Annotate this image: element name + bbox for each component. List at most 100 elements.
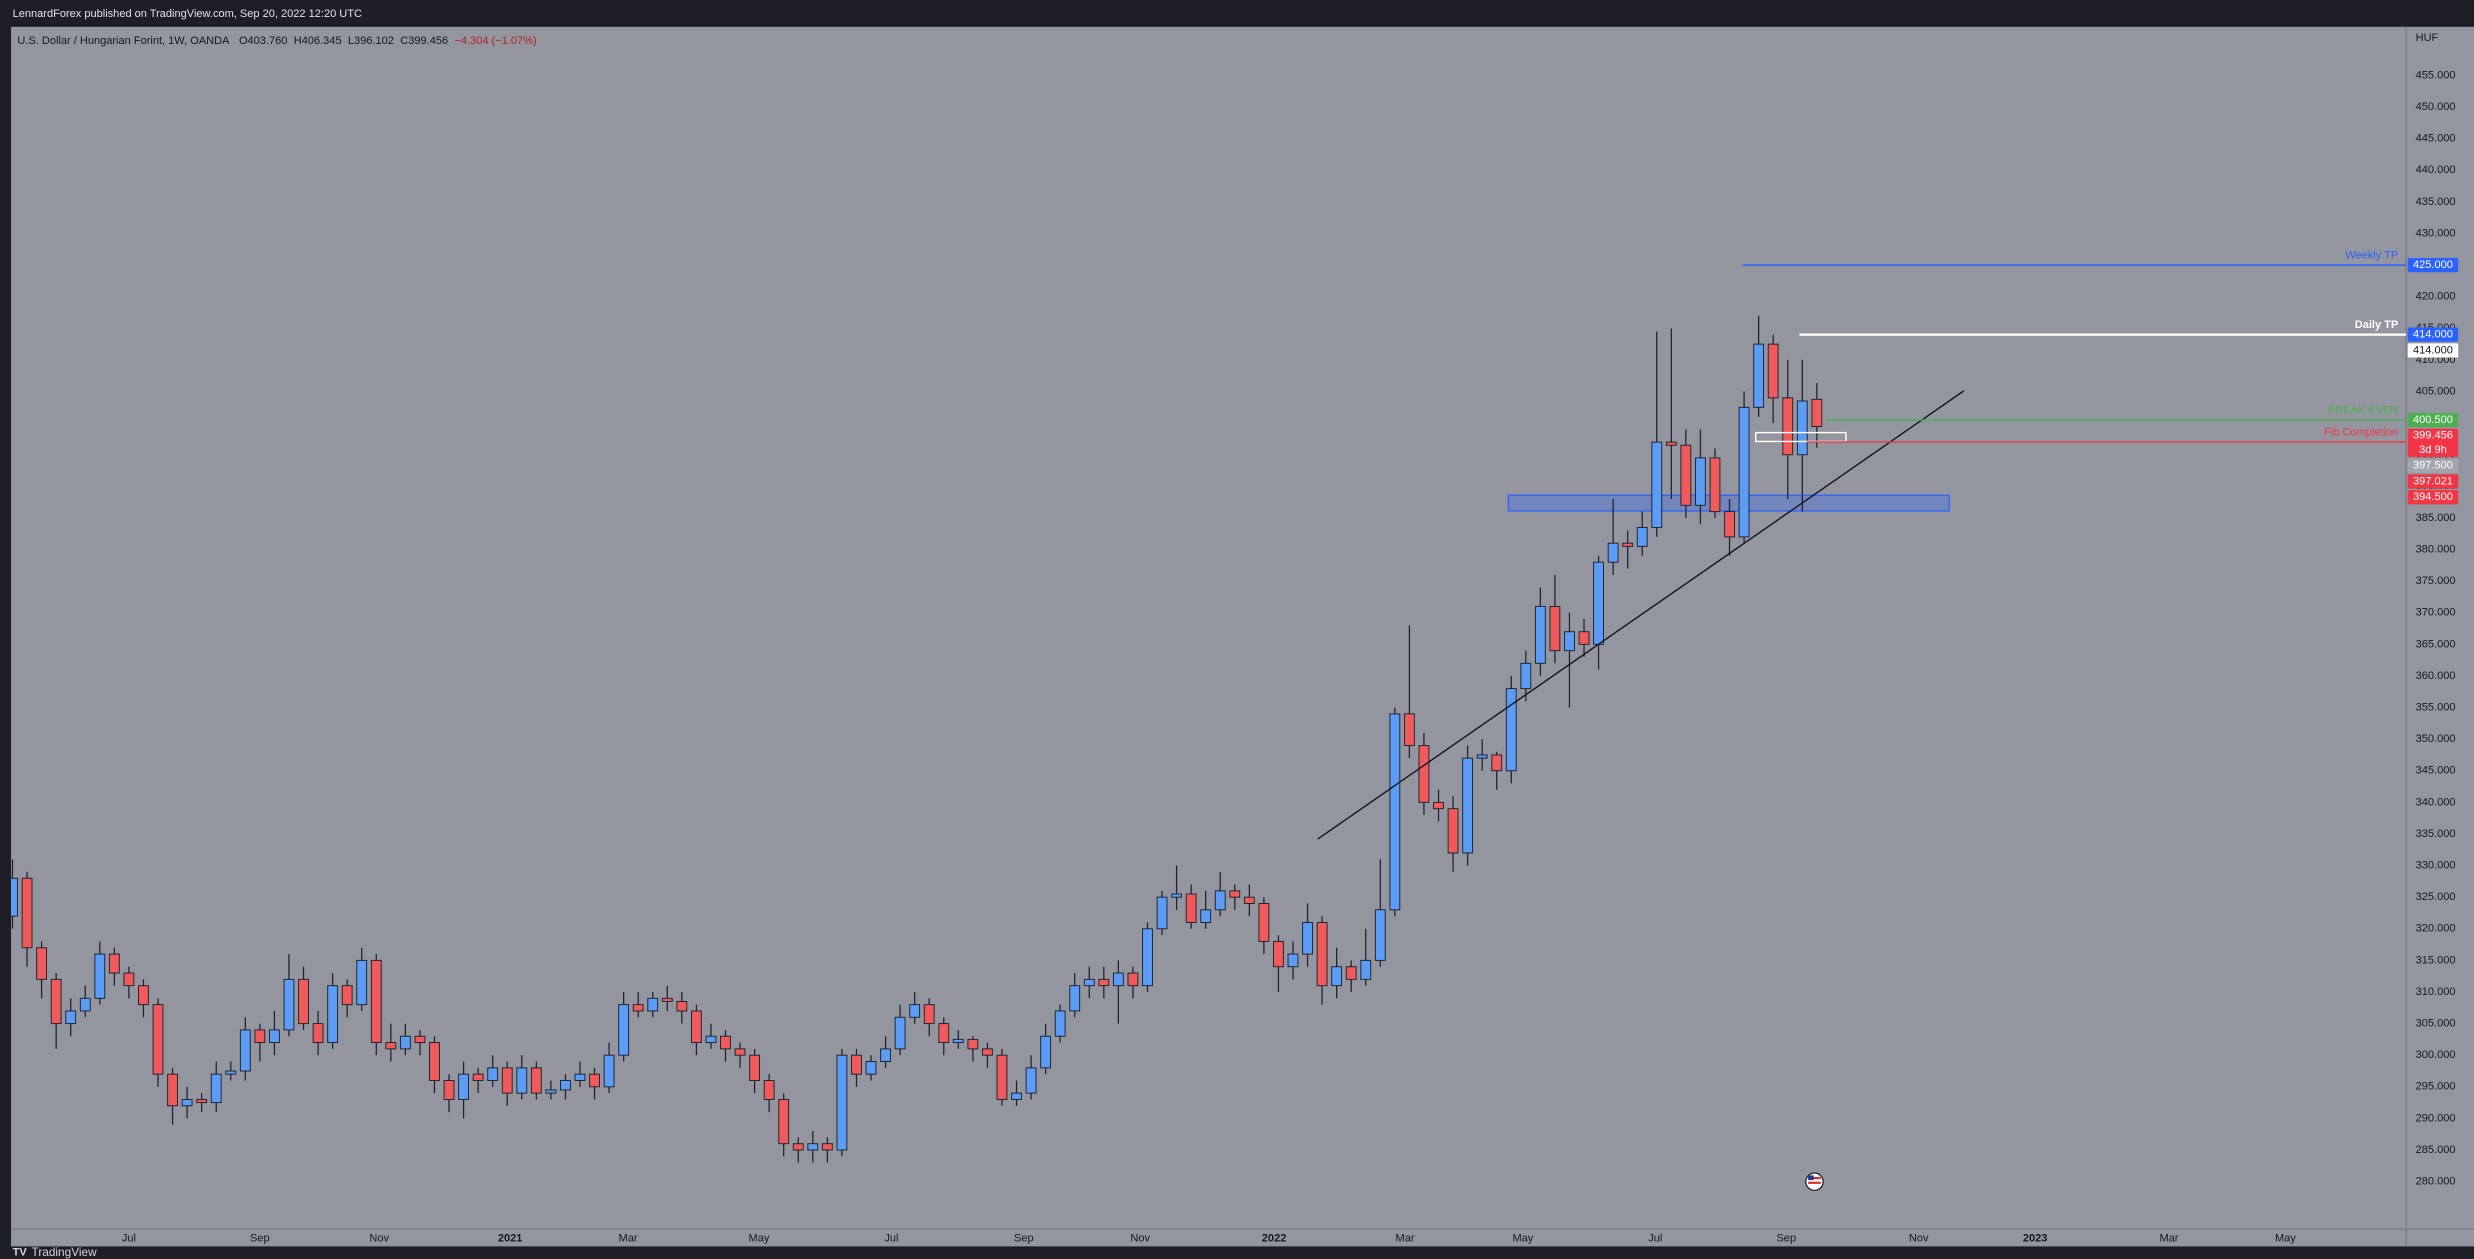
- y-tick-label: 410.000: [2416, 354, 2456, 366]
- candle-body: [1258, 903, 1270, 942]
- candle-body: [458, 1073, 470, 1100]
- candle-body: [909, 1004, 921, 1018]
- candle-body: [1520, 662, 1532, 690]
- candle-body: [952, 1038, 964, 1044]
- candle-body: [574, 1073, 586, 1081]
- y-tick-label: 280.000: [2416, 1176, 2456, 1188]
- candle-body: [821, 1143, 833, 1151]
- legend-part: 403.760: [248, 35, 288, 47]
- y-tick-label: 355.000: [2416, 701, 2456, 713]
- candle-body: [1200, 909, 1212, 923]
- y-tick-label: 455.000: [2416, 69, 2456, 81]
- y-tick-label: 285.000: [2416, 1144, 2456, 1156]
- candle-body: [705, 1035, 717, 1044]
- price-tag: [2407, 327, 2459, 342]
- y-tick-label: 380.000: [2416, 543, 2456, 555]
- x-tick-label: 2022: [1262, 1232, 1287, 1244]
- y-tick-label: 315.000: [2416, 954, 2456, 966]
- candle-body: [1360, 959, 1372, 980]
- candle-body: [36, 947, 48, 980]
- candle-body: [429, 1042, 440, 1081]
- candle-body: [560, 1080, 571, 1091]
- candle-body: [894, 1016, 906, 1050]
- y-tick-label: 310.000: [2416, 986, 2456, 998]
- candle-body: [1112, 972, 1124, 987]
- candle-body: [1156, 896, 1168, 930]
- candle-body: [530, 1067, 542, 1094]
- chart-panel: [11, 26, 2474, 1247]
- candle-body: [676, 1001, 688, 1012]
- candle-body: [1724, 511, 1735, 538]
- y-tick-label: 440.000: [2416, 164, 2456, 176]
- candle-body: [1564, 631, 1575, 652]
- candle-body: [1243, 896, 1255, 904]
- y-tick-label: 345.000: [2416, 765, 2456, 777]
- candle-body: [487, 1067, 499, 1081]
- price-tag: [2407, 458, 2459, 473]
- candle-body: [79, 997, 91, 1012]
- candle-body: [1505, 688, 1517, 772]
- candle-body: [108, 953, 120, 974]
- x-tick-label: Jul: [122, 1232, 136, 1244]
- candle-body: [1418, 745, 1430, 803]
- candle-body: [1083, 978, 1095, 987]
- marker-box: [1755, 431, 1847, 443]
- candle-body: [778, 1098, 790, 1145]
- candle-body: [1665, 441, 1677, 446]
- candle-body: [1782, 397, 1794, 456]
- candle-body: [1738, 406, 1750, 538]
- x-tick-label: May: [2275, 1232, 2296, 1244]
- candle-body: [181, 1098, 193, 1107]
- price-tag-label: 414.000: [2413, 329, 2453, 341]
- candle-body: [1025, 1067, 1037, 1094]
- candle-body: [996, 1054, 1008, 1100]
- y-tick-label: 445.000: [2416, 133, 2456, 145]
- x-tick-label: Sep: [1014, 1232, 1034, 1244]
- candle-body: [138, 985, 149, 1006]
- candle-body: [1229, 890, 1241, 898]
- x-tick-label: May: [749, 1232, 770, 1244]
- x-tick-label: Mar: [2159, 1232, 2178, 1244]
- y-tick-label: 370.000: [2416, 607, 2456, 619]
- x-tick-label: Sep: [250, 1232, 270, 1244]
- candle-body: [1811, 398, 1823, 428]
- candle-body: [356, 959, 368, 1006]
- candle-body: [1403, 713, 1415, 746]
- candle-body: [967, 1038, 979, 1050]
- candle-body: [1695, 457, 1706, 506]
- candle-body: [341, 985, 353, 1006]
- legend-part: C: [400, 35, 408, 47]
- candle-body: [1433, 801, 1444, 810]
- legend-part: 399.456: [408, 35, 448, 47]
- candle-body: [923, 1004, 935, 1025]
- candle-body: [1549, 605, 1561, 652]
- candle-body: [1767, 343, 1779, 399]
- y-tick-label: 365.000: [2416, 638, 2456, 650]
- legend-part: O: [239, 35, 248, 47]
- y-tick-label: 385.000: [2416, 512, 2456, 524]
- x-tick-label: Jul: [1648, 1232, 1662, 1244]
- support-zone: [1507, 494, 1950, 512]
- price-tag: [2407, 474, 2459, 489]
- candle-body: [225, 1070, 237, 1075]
- x-tick-label: Mar: [619, 1232, 638, 1244]
- candle-body: [690, 1010, 702, 1044]
- candle-body: [268, 1029, 280, 1044]
- candle-body: [385, 1042, 397, 1050]
- candle-body: [1098, 978, 1110, 987]
- svg-text:TV: TV: [13, 1247, 28, 1259]
- candle-body: [239, 1029, 251, 1072]
- candle-body: [865, 1061, 877, 1075]
- candle-body: [1011, 1092, 1022, 1100]
- candle-body: [283, 978, 295, 1031]
- price-tag-label: 397.021: [2413, 475, 2453, 487]
- candle-body: [603, 1054, 615, 1088]
- price-tag-label: 425.000: [2413, 259, 2453, 271]
- x-tick-label: May: [1512, 1232, 1533, 1244]
- axis-unit: HUF: [2416, 32, 2439, 44]
- legend-part: L: [348, 35, 354, 47]
- candle-body: [50, 978, 62, 1025]
- candle-body: [1185, 893, 1197, 923]
- x-tick-label: Jul: [884, 1232, 898, 1244]
- y-tick-label: 405.000: [2416, 385, 2456, 397]
